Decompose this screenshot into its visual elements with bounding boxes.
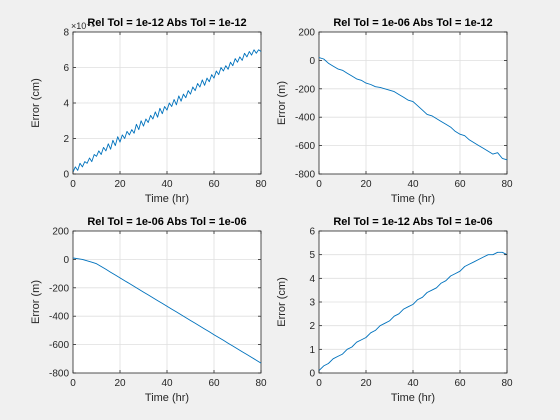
subplot-bottom-left: 0 20 40 60 80 -800 -600 -400 -200 0 200 Rel Tol =… <box>30 216 267 404</box>
chart-title: Rel Tol = 1e-12 Abs Tol = 1e-06 <box>333 216 492 228</box>
y-axis-label: Error (cm) <box>30 78 42 128</box>
y-tick-label: 6 <box>63 63 69 74</box>
x-tick-label: 80 <box>255 179 267 190</box>
x-tick-label: 80 <box>501 378 513 389</box>
y-tick-label: -800 <box>295 170 315 181</box>
y-tick-label: 200 <box>298 28 315 39</box>
chart-title: Rel Tol = 1e-12 Abs Tol = 1e-12 <box>87 17 246 29</box>
y-tick-label: 5 <box>309 250 315 261</box>
x-tick-label: 40 <box>161 179 173 190</box>
x-tick-label: 40 <box>161 378 173 389</box>
series-line <box>72 257 262 364</box>
x-tick-label: 0 <box>70 378 76 389</box>
x-tick-label: 20 <box>360 378 372 389</box>
x-tick-label: 0 <box>70 179 76 190</box>
x-tick-label: 40 <box>407 378 419 389</box>
grid <box>73 231 261 373</box>
y-exponent-label: ×10⁻⁴ <box>71 21 95 31</box>
y-tick-labels: 0 2 4 6 8 <box>63 28 69 181</box>
x-tick-label: 60 <box>454 378 466 389</box>
y-axis-label: Error (m) <box>30 280 42 324</box>
x-tick-label: 0 <box>316 378 322 389</box>
x-axis-label: Time (hr) <box>145 193 189 205</box>
x-axis-label: Time (hr) <box>391 193 435 205</box>
y-tick-labels: 0 1 2 3 4 5 6 <box>309 227 315 380</box>
subplot-top-left: 0 20 40 60 80 0 2 4 6 8 Rel Tol = 1e-12 Abs Tol … <box>30 17 267 205</box>
series-line <box>318 251 508 371</box>
x-tick-labels: 0 20 40 60 80 <box>316 179 513 190</box>
x-tick-label: 80 <box>255 378 267 389</box>
x-tick-label: 40 <box>407 179 419 190</box>
y-tick-label: -200 <box>295 84 315 95</box>
x-tick-label: 60 <box>454 179 466 190</box>
x-tick-label: 80 <box>501 179 513 190</box>
x-tick-label: 60 <box>208 378 220 389</box>
subplot-bottom-right: 0 20 40 60 80 0 1 2 3 4 5 6 Rel Tol = 1e-12 Abs To… <box>276 216 513 404</box>
y-tick-label: 1 <box>309 345 315 356</box>
y-tick-label: 0 <box>63 170 69 181</box>
tick-marks <box>318 230 508 374</box>
grid <box>73 32 261 174</box>
x-tick-label: 20 <box>360 179 372 190</box>
y-tick-label: -400 <box>49 312 69 323</box>
y-tick-label: -600 <box>295 141 315 152</box>
y-tick-label: 3 <box>309 298 315 309</box>
x-tick-label: 20 <box>114 378 126 389</box>
y-tick-label: 0 <box>63 255 69 266</box>
tick-marks <box>72 31 262 175</box>
y-tick-label: 8 <box>63 28 69 39</box>
grid <box>319 231 507 373</box>
x-axis-label: Time (hr) <box>145 392 189 404</box>
y-tick-labels: -800 -600 -400 -200 0 200 <box>49 227 69 380</box>
chart-title: Rel Tol = 1e-06 Abs Tol = 1e-06 <box>87 216 246 228</box>
y-tick-label: -200 <box>49 283 69 294</box>
y-tick-label: 6 <box>309 227 315 238</box>
x-tick-labels: 0 20 40 60 80 <box>70 378 267 389</box>
y-axis-label: Error (cm) <box>276 277 288 327</box>
tick-marks <box>318 31 508 175</box>
x-tick-label: 60 <box>208 179 220 190</box>
y-tick-label: -400 <box>295 113 315 124</box>
tick-marks <box>72 230 262 374</box>
y-tick-label: 4 <box>309 274 315 285</box>
x-axis-label: Time (hr) <box>391 392 435 404</box>
y-tick-label: 4 <box>63 99 69 110</box>
x-tick-label: 0 <box>316 179 322 190</box>
y-tick-label: 0 <box>309 56 315 67</box>
x-tick-labels: 0 20 40 60 80 <box>70 179 267 190</box>
y-axis-label: Error (m) <box>276 81 288 125</box>
x-tick-labels: 0 20 40 60 80 <box>316 378 513 389</box>
subplot-top-right: 0 20 40 60 80 -800 -600 -400 -200 0 200 Rel Tol =… <box>276 17 513 205</box>
series-line <box>72 49 262 173</box>
y-tick-label: 2 <box>63 134 69 145</box>
y-tick-label: 200 <box>52 227 69 238</box>
y-tick-label: -800 <box>49 369 69 380</box>
y-tick-label: 0 <box>309 369 315 380</box>
x-tick-label: 20 <box>114 179 126 190</box>
y-tick-labels: -800 -600 -400 -200 0 200 <box>295 28 315 181</box>
grid <box>319 32 507 174</box>
y-tick-label: -600 <box>49 340 69 351</box>
series-line <box>318 57 508 161</box>
y-tick-label: 2 <box>309 321 315 332</box>
chart-title: Rel Tol = 1e-06 Abs Tol = 1e-12 <box>333 17 492 29</box>
